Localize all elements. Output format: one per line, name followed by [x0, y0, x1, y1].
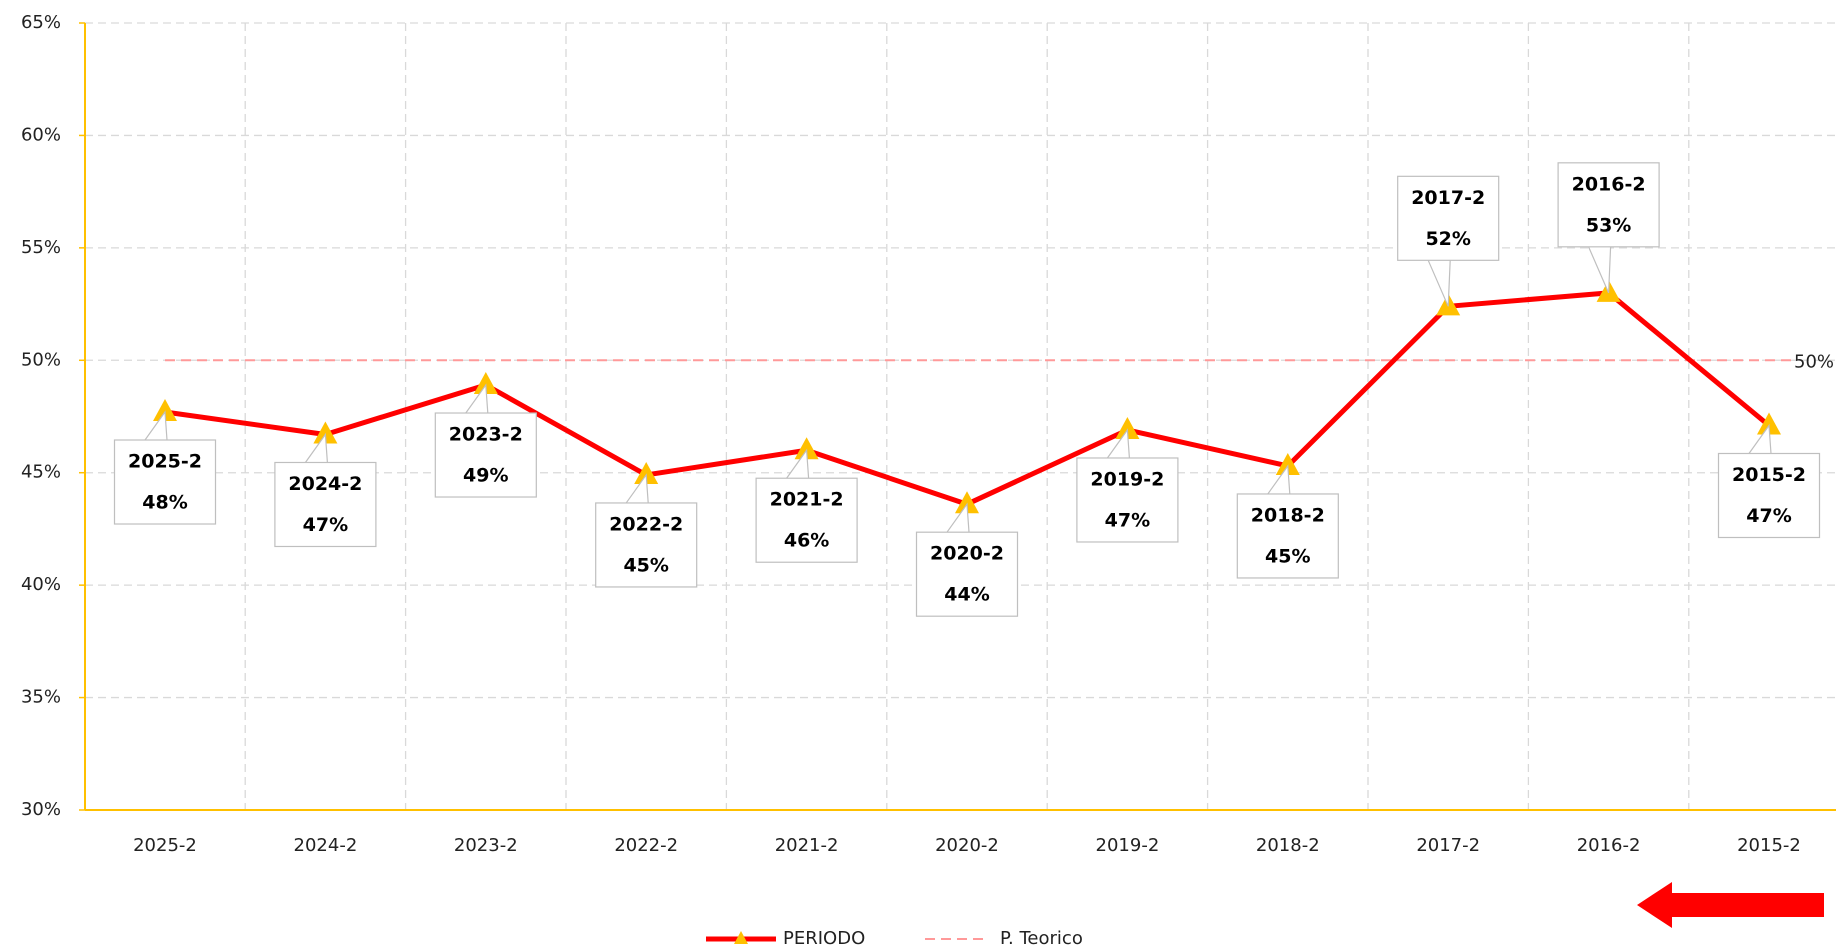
y-tick-label: 60%	[21, 124, 61, 145]
marker	[313, 421, 338, 444]
callout-category: 2019-2	[1090, 468, 1164, 490]
marker	[634, 461, 659, 484]
callout-box	[1236, 493, 1339, 579]
y-tick-label: 45%	[21, 462, 61, 483]
y-tick-label: 50%	[21, 349, 61, 370]
callout-pointer	[786, 448, 810, 479]
callout-pointer	[1267, 464, 1291, 495]
callout-category: 2024-2	[288, 473, 362, 495]
data-label: 44%	[944, 584, 989, 606]
callout-pointer	[1106, 428, 1130, 459]
callout-pointer	[1427, 260, 1451, 307]
data-label: 45%	[1265, 545, 1310, 567]
callout-box	[274, 461, 377, 548]
data-label: 47%	[1746, 505, 1791, 527]
x-tick-label: 2022-2	[614, 835, 678, 856]
callout-category: 2017-2	[1411, 187, 1485, 209]
callout-category: 2020-2	[930, 543, 1004, 565]
data-label: 53%	[1586, 214, 1631, 236]
callout-box	[755, 477, 858, 563]
y-tick-label: 30%	[21, 799, 61, 820]
marker	[1757, 412, 1781, 435]
marker	[794, 437, 819, 460]
callout-pointer	[1588, 246, 1612, 294]
callout-pointer	[625, 473, 649, 504]
marker	[955, 491, 979, 514]
x-tick-label: 2019-2	[1096, 835, 1160, 856]
data-label: 47%	[1105, 509, 1150, 531]
data-label: 52%	[1425, 228, 1470, 250]
callout-category: 2022-2	[609, 513, 683, 535]
callout-box	[1717, 452, 1821, 539]
marker	[473, 372, 498, 395]
callout-box	[113, 439, 217, 525]
direction-arrow	[1637, 882, 1824, 928]
data-label: 48%	[142, 492, 187, 514]
legend-label: PERIODO	[783, 928, 865, 949]
callout-category: 2025-2	[128, 451, 202, 473]
x-tick-label: 2024-2	[294, 835, 358, 856]
callout-pointer	[1748, 423, 1772, 454]
x-tick-label: 2023-2	[454, 835, 518, 856]
callout-category: 2015-2	[1732, 464, 1806, 486]
y-tick-label: 35%	[21, 687, 61, 708]
data-label: 45%	[623, 554, 668, 576]
callout-pointer	[304, 432, 328, 463]
callout-category: 2016-2	[1572, 173, 1646, 195]
grid	[85, 22, 1836, 810]
marker	[1115, 416, 1140, 439]
data-label: 49%	[463, 465, 508, 487]
callout-box	[595, 502, 698, 588]
callout-pointer	[465, 383, 489, 414]
x-tick-label: 2017-2	[1416, 835, 1480, 856]
callout-box	[915, 531, 1019, 617]
callout-pointer	[144, 410, 168, 441]
marker	[153, 399, 177, 422]
x-tick-label: 2020-2	[935, 835, 999, 856]
callout-box	[1397, 175, 1500, 261]
callout-pointer	[946, 502, 970, 533]
callout-box	[1557, 162, 1660, 248]
data-label: 46%	[784, 530, 829, 552]
x-tick-label: 2016-2	[1577, 835, 1641, 856]
legend-marker	[734, 931, 748, 944]
callout-category: 2023-2	[449, 424, 523, 446]
y-tick-label: 55%	[21, 237, 61, 258]
y-tick-label: 40%	[21, 574, 61, 595]
x-tick-label: 2025-2	[133, 835, 197, 856]
marker	[1275, 452, 1300, 475]
callout-box	[1076, 457, 1179, 543]
y-tick-label: 65%	[21, 12, 61, 33]
data-label: 47%	[303, 514, 348, 536]
callout-box	[434, 412, 537, 498]
legend-label: P. Teorico	[1000, 928, 1083, 949]
x-tick-label: 2021-2	[775, 835, 839, 856]
x-tick-label: 2015-2	[1737, 835, 1801, 856]
callout-category: 2021-2	[770, 489, 844, 511]
callout-category: 2018-2	[1251, 504, 1325, 526]
reference-label: 50%	[1794, 351, 1834, 372]
x-tick-label: 2018-2	[1256, 835, 1320, 856]
